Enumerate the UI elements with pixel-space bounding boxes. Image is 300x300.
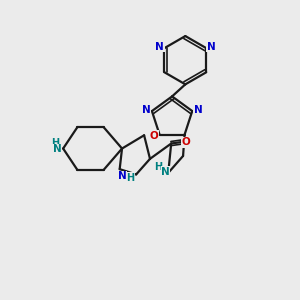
Text: N: N (53, 144, 62, 154)
Text: N: N (161, 167, 170, 177)
Text: N: N (207, 42, 215, 52)
Text: N: N (142, 106, 150, 116)
Text: N: N (118, 171, 126, 181)
Text: O: O (150, 131, 159, 141)
Text: N: N (155, 42, 164, 52)
Text: H: H (154, 162, 163, 172)
Text: H: H (51, 138, 59, 148)
Text: H: H (126, 173, 134, 183)
Text: O: O (182, 137, 190, 147)
Text: N: N (194, 106, 203, 116)
